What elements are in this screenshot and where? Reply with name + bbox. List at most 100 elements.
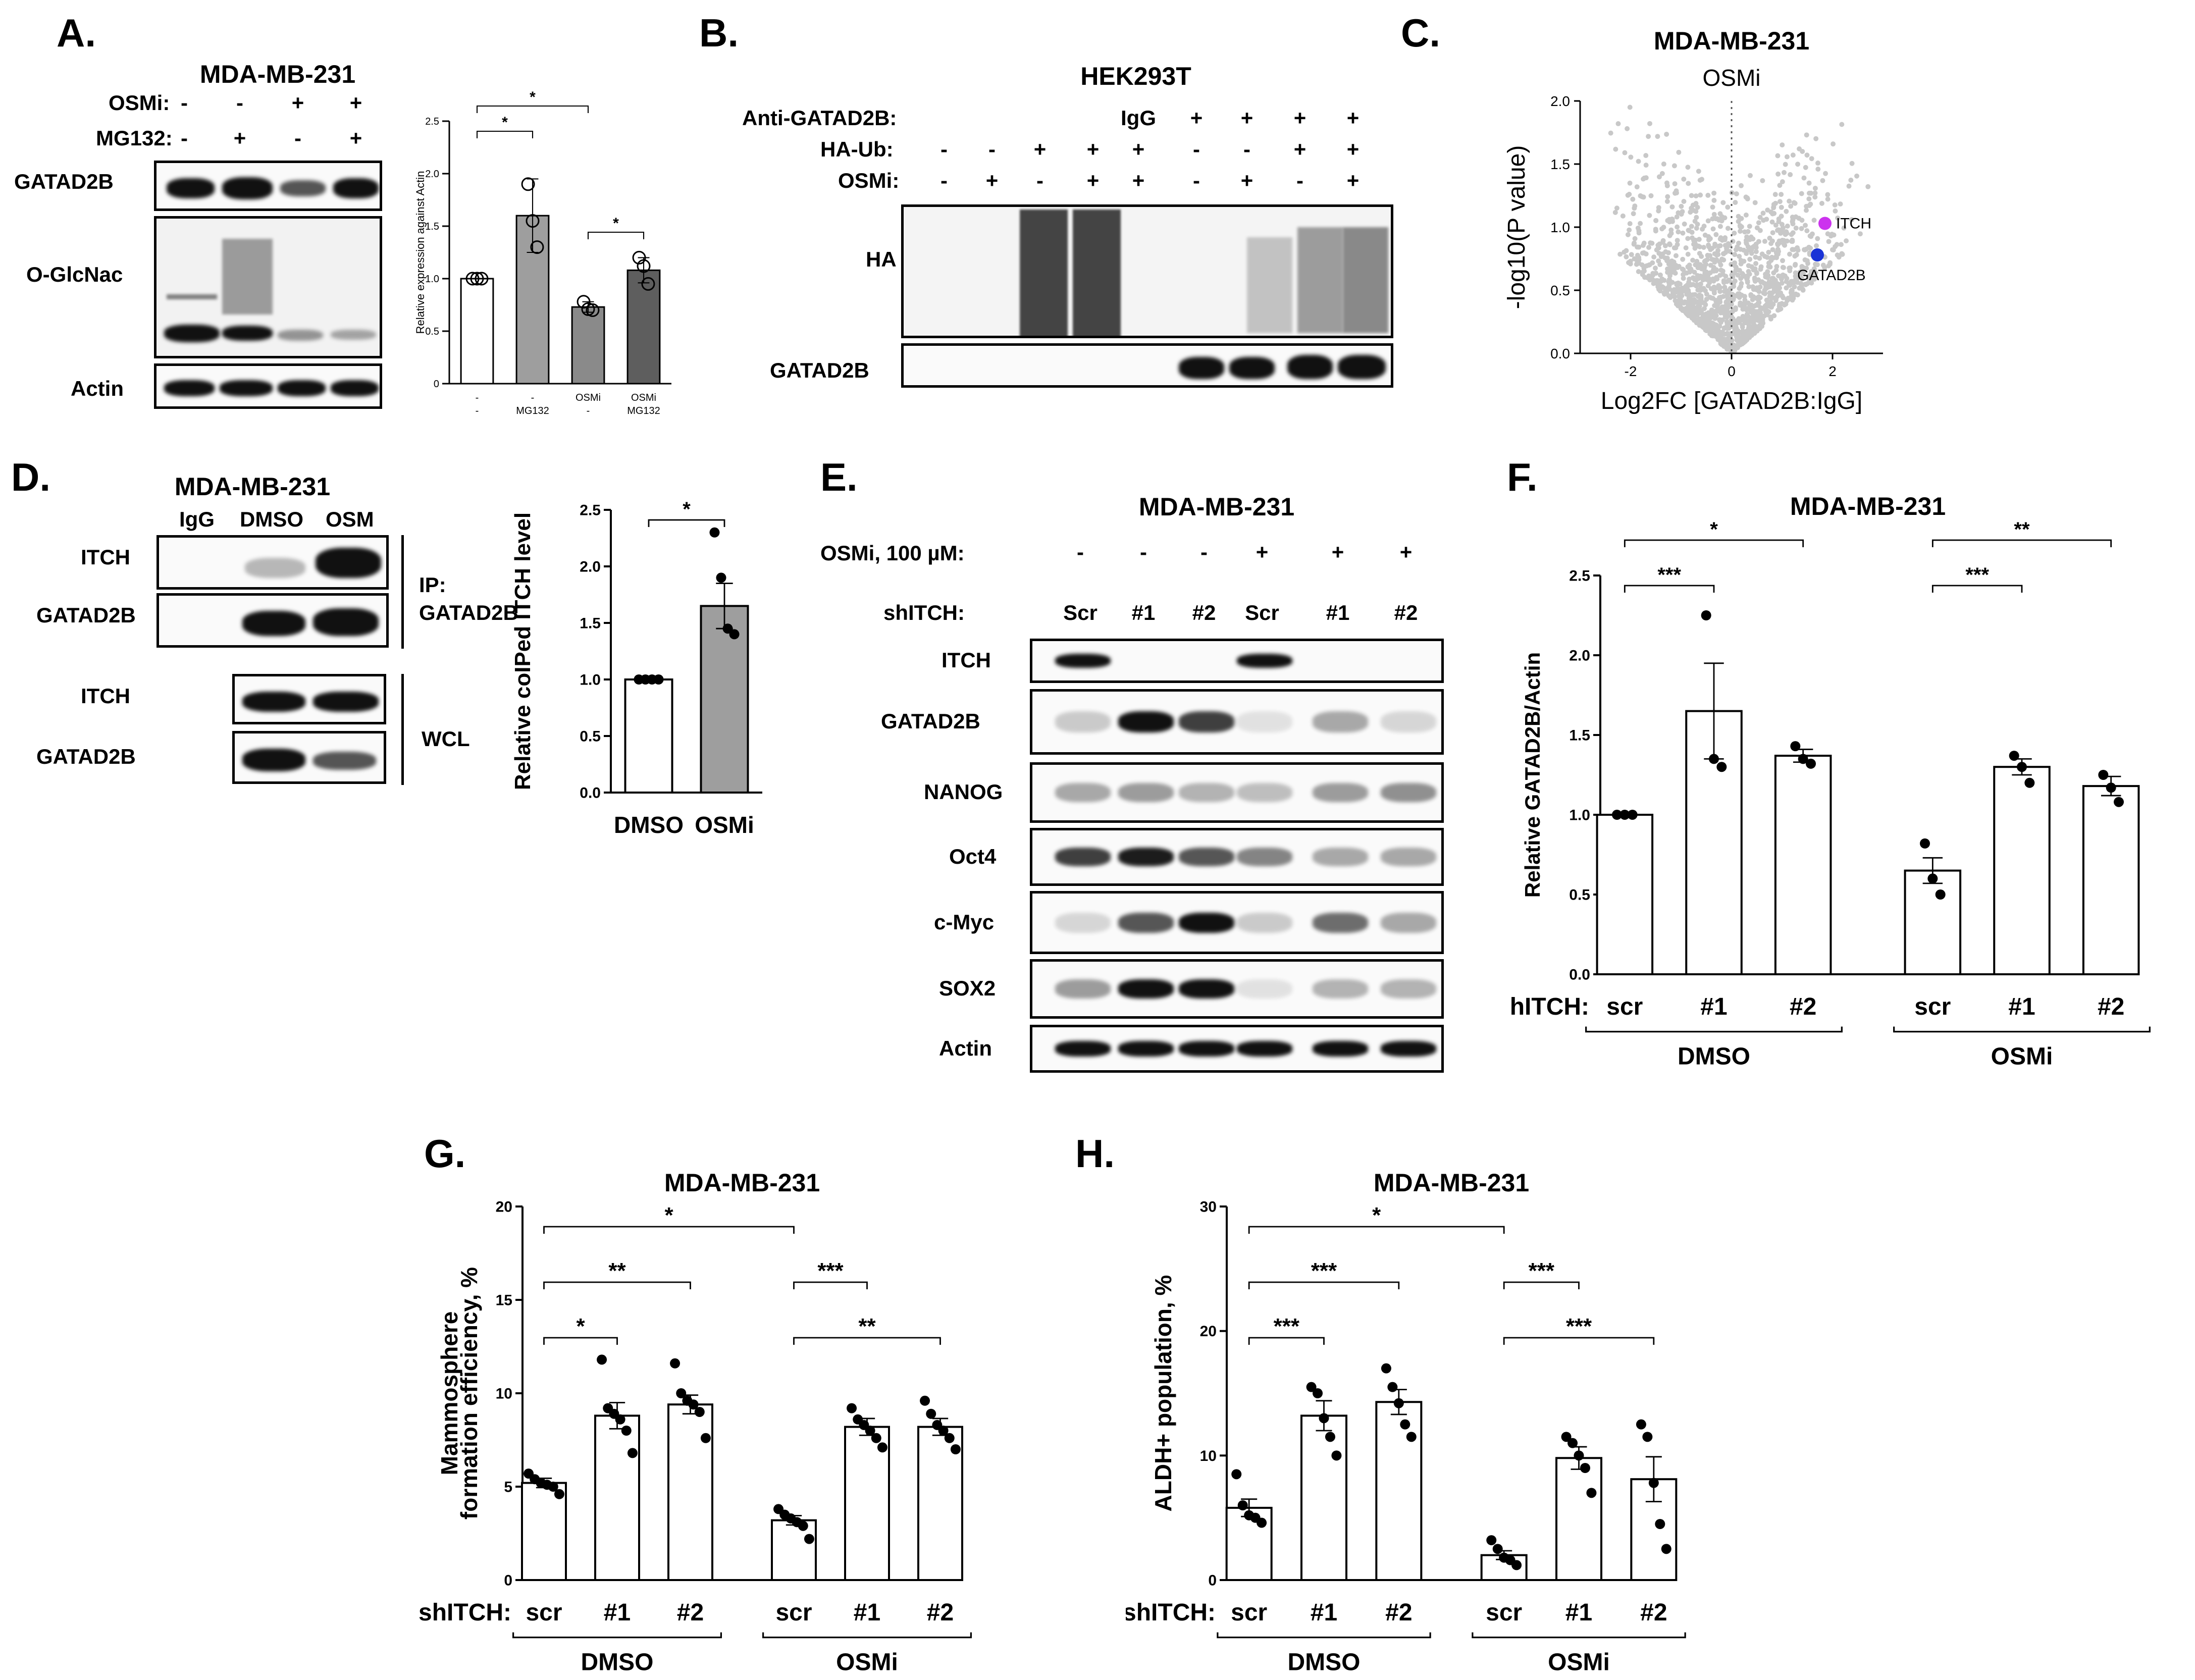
data-point xyxy=(1704,296,1709,302)
x-tick-label: scr xyxy=(1231,1599,1267,1626)
data-point xyxy=(1685,236,1691,241)
data-point xyxy=(1652,266,1658,271)
data-point xyxy=(1653,218,1659,224)
data-point xyxy=(1763,284,1768,290)
significance-bracket xyxy=(1503,1337,1655,1345)
data-point xyxy=(1723,250,1729,255)
data-point xyxy=(1706,234,1711,239)
chart-subtitle: OSMi xyxy=(1703,65,1761,91)
y-tick-label: 1.5 xyxy=(425,221,439,232)
x-tick-label: DMSO xyxy=(614,812,684,838)
data-point xyxy=(1693,277,1699,283)
sign: + xyxy=(291,91,304,115)
osmi-row-label: OSMi: xyxy=(109,91,170,115)
data-point xyxy=(1667,286,1673,292)
band xyxy=(1118,848,1174,866)
data-point xyxy=(1710,204,1715,210)
shitch-lane: #1 xyxy=(1131,601,1156,624)
data-point xyxy=(548,1482,558,1492)
data-point xyxy=(1680,230,1686,236)
lane-sign: + xyxy=(1086,169,1100,192)
data-point xyxy=(1738,261,1744,267)
x-tick-label: #1 xyxy=(1700,993,1727,1020)
data-point xyxy=(1615,121,1621,127)
data-point xyxy=(1681,176,1687,182)
data-point xyxy=(1737,338,1743,344)
data-point xyxy=(1783,162,1788,167)
data-point xyxy=(1746,319,1751,324)
data-point xyxy=(1775,242,1781,247)
significance-bracket xyxy=(543,1226,795,1234)
blot-label: O-GlcNac xyxy=(26,262,123,286)
y-tick-label: 0.5 xyxy=(1550,283,1570,298)
panel-b-label: B. xyxy=(699,11,739,55)
data-point xyxy=(1839,122,1845,127)
significance-bracket xyxy=(1248,1337,1325,1345)
data-point xyxy=(1720,200,1726,205)
data-point xyxy=(1708,262,1713,268)
significance-bracket xyxy=(648,519,725,527)
data-point xyxy=(1712,316,1718,321)
blot-label: GATAD2B xyxy=(36,603,136,627)
data-point xyxy=(1723,340,1729,346)
data-point xyxy=(1804,228,1810,234)
data-point xyxy=(1787,268,1793,274)
data-point xyxy=(1625,232,1631,237)
osmi-dose-label: OSMi, 100 µM: xyxy=(820,541,965,565)
lane-sign: + xyxy=(1086,137,1100,161)
point-cloud xyxy=(1608,104,1871,354)
x-tick-label: #2 xyxy=(927,1599,954,1626)
panel-f-label: F. xyxy=(1507,455,1538,499)
blot-label: NANOG xyxy=(924,780,1003,804)
data-point xyxy=(1742,297,1748,303)
data-point xyxy=(1732,347,1737,352)
data-point xyxy=(1790,279,1795,284)
data-point xyxy=(1683,308,1688,313)
data-point xyxy=(1716,286,1722,291)
data-point xyxy=(1718,335,1724,340)
data-point xyxy=(627,1448,638,1458)
data-point xyxy=(1702,258,1708,264)
osmi-row-label: OSMi: xyxy=(838,169,900,192)
data-point xyxy=(1748,234,1754,240)
group-name: OSMi xyxy=(836,1649,898,1671)
data-point xyxy=(1651,254,1657,260)
data-point xyxy=(1673,190,1678,196)
lane-sign: - xyxy=(1243,137,1250,161)
data-point xyxy=(1731,284,1737,289)
data-point xyxy=(1744,237,1749,243)
sign: + xyxy=(233,126,246,150)
group-name: DMSO xyxy=(1678,1043,1750,1070)
data-point xyxy=(1779,204,1784,210)
data-point xyxy=(1667,273,1673,279)
data-point xyxy=(1803,282,1808,287)
data-point xyxy=(1815,166,1821,172)
data-point xyxy=(1746,269,1751,274)
data-point xyxy=(1753,254,1758,260)
data-point xyxy=(1686,181,1691,186)
data-point xyxy=(1804,203,1809,209)
group-name: OSMi xyxy=(1991,1043,2053,1070)
significance-bracket xyxy=(1248,1281,1400,1289)
data-point xyxy=(1702,265,1707,271)
band xyxy=(1381,979,1436,999)
data-point xyxy=(1720,269,1726,274)
data-point xyxy=(1690,282,1696,287)
bar xyxy=(700,605,749,794)
data-point xyxy=(722,623,733,634)
data-point xyxy=(1701,274,1707,279)
data-point xyxy=(1764,312,1770,318)
data-point xyxy=(1723,299,1729,305)
data-point xyxy=(1712,241,1718,247)
data-point xyxy=(700,1433,711,1443)
lane-sign: - xyxy=(940,169,948,192)
x-tick-label: #2 xyxy=(1790,993,1816,1020)
data-point xyxy=(621,1426,632,1436)
data-point xyxy=(1567,1438,1578,1448)
data-point xyxy=(1794,252,1799,257)
sign: - xyxy=(181,91,188,115)
data-point xyxy=(1758,310,1763,316)
data-point xyxy=(1669,204,1675,209)
data-point xyxy=(2024,777,2035,788)
data-point xyxy=(1833,208,1838,214)
